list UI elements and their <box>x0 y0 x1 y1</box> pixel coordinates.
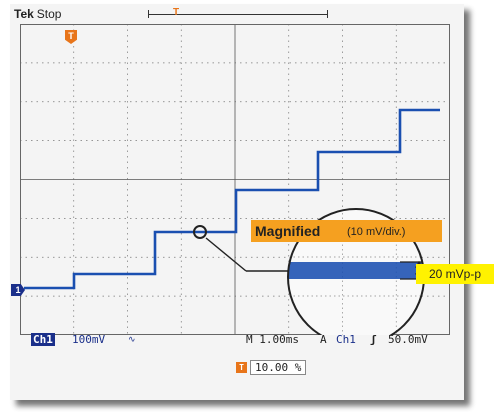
peak-to-peak-label: 20 mVp-p <box>416 264 494 284</box>
trigger-point-icon: T <box>65 30 77 44</box>
probe-point-circle <box>193 225 207 239</box>
record-position-bar: T <box>148 7 328 18</box>
magnified-callout: Magnified (10 mV/div.) <box>251 220 442 242</box>
bandwidth-limit-icon: ∿ <box>128 335 136 345</box>
trigger-level: 50.0mV <box>388 333 428 346</box>
graticule <box>20 24 450 335</box>
acquire-mode: A <box>320 333 327 346</box>
trigger-position-readout-icon: T <box>236 361 247 373</box>
trigger-position-value: 10.00 % <box>250 359 307 375</box>
magnified-title: Magnified <box>255 223 321 239</box>
brand-text: Tek <box>14 7 34 21</box>
brand-label: Tek Stop <box>14 7 61 21</box>
top-status-bar: Tek Stop T <box>10 4 464 24</box>
magnified-scale: (10 mV/div.) <box>347 226 406 238</box>
trigger-position-icon: T <box>173 7 180 18</box>
graticule-border <box>20 24 450 335</box>
magnifier-pointer-line <box>205 237 247 272</box>
trigger-source: Ch1 <box>336 333 356 346</box>
magnified-noise-band <box>288 262 424 279</box>
staircase-waveform <box>24 108 440 290</box>
channel-badge: Ch1 <box>31 333 55 346</box>
timebase: M 1.00ms <box>246 333 299 346</box>
waveform-display <box>20 24 450 335</box>
trigger-position-readout: T 10.00 % <box>236 359 307 375</box>
run-state: Stop <box>36 7 62 21</box>
center-axes <box>20 24 450 335</box>
oscilloscope-screen: Tek Stop T <box>10 4 464 400</box>
rising-edge-icon: ʃ <box>370 333 377 346</box>
channel-ground-marker: 1 <box>11 284 25 296</box>
record-bar-line <box>149 14 327 15</box>
bottom-status-bar: Ch1 100mV ∿ M 1.00ms A Ch1 ʃ 50.0mV <box>30 332 470 348</box>
volts-per-div: 100mV <box>72 333 106 346</box>
